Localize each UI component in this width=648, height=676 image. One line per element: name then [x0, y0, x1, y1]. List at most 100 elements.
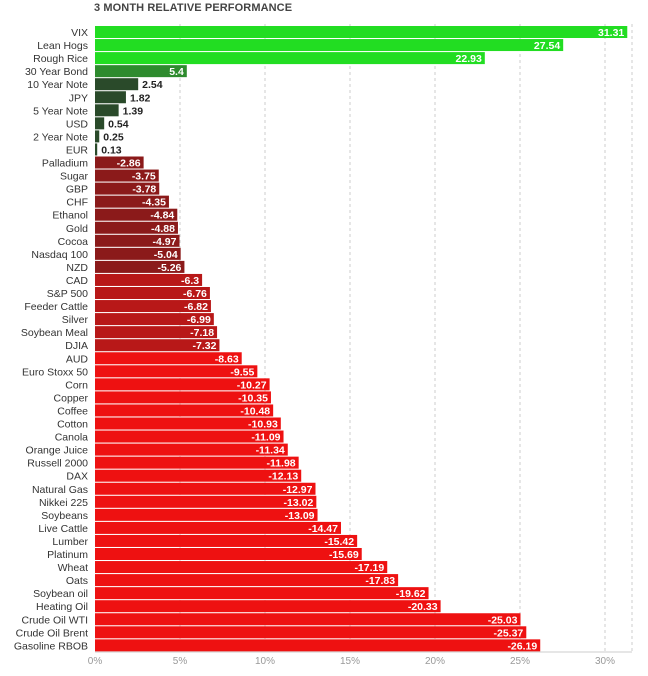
category-label: NZD: [66, 262, 88, 274]
category-label: 30 Year Bond: [25, 66, 88, 78]
bar: [95, 91, 126, 104]
category-label: Silver: [62, 314, 89, 326]
value-label: -6.82: [184, 301, 208, 313]
value-label: -25.37: [494, 627, 524, 639]
bar: [95, 287, 210, 299]
value-label: -7.32: [193, 340, 217, 352]
category-label: Soybean oil: [33, 588, 88, 600]
bar: [95, 404, 274, 417]
value-label: -4.35: [142, 197, 166, 209]
category-label: Oats: [66, 575, 88, 587]
category-label: Live Cattle: [38, 523, 88, 535]
bar: [95, 208, 178, 221]
value-label: -11.09: [251, 432, 280, 444]
category-label: Soybean Meal: [21, 327, 88, 339]
category-label: Copper: [54, 392, 89, 404]
value-label: 0.54: [108, 118, 129, 130]
bar: [95, 495, 317, 508]
category-label: Cotton: [57, 419, 88, 431]
category-label: EUR: [66, 144, 89, 156]
value-label: -14.47: [308, 523, 338, 535]
x-tick-label: 25%: [510, 656, 530, 667]
value-label: -15.42: [324, 536, 354, 548]
bar: [95, 482, 316, 495]
category-label: Euro Stoxx 50: [22, 366, 88, 378]
category-label: GBP: [66, 184, 88, 196]
category-label: Orange Juice: [26, 445, 89, 457]
bar: [95, 117, 105, 130]
value-label: -10.35: [238, 392, 268, 404]
category-label: Soybeans: [41, 510, 88, 522]
bar: [95, 417, 281, 430]
category-label: VIX: [71, 27, 88, 39]
value-label: -10.27: [237, 379, 267, 391]
bar: [95, 456, 299, 469]
category-label: Nasdaq 100: [31, 249, 88, 261]
value-label: -26.19: [507, 640, 537, 652]
value-label: -2.86: [117, 158, 141, 170]
value-label: 0.25: [103, 131, 124, 143]
category-label: Rough Rice: [33, 53, 88, 65]
bar: [95, 234, 180, 247]
bar: [95, 534, 358, 547]
value-label: 31.31: [598, 27, 624, 39]
category-label: Ethanol: [52, 210, 88, 222]
category-label: CHF: [66, 197, 88, 209]
category-label: Sugar: [60, 171, 89, 183]
x-tick-label: 30%: [595, 656, 615, 667]
value-label: -8.63: [215, 353, 239, 365]
value-label: -6.3: [181, 275, 199, 287]
category-label: Platinum: [47, 549, 88, 561]
bar: [95, 574, 399, 587]
category-label: Cocoa: [58, 236, 89, 248]
value-label: -4.88: [151, 223, 175, 235]
bar: [95, 130, 100, 143]
category-label: Palladium: [42, 158, 88, 170]
category-label: Crude Oil WTI: [21, 614, 88, 626]
category-label: Lumber: [52, 536, 88, 548]
bar: [95, 613, 521, 626]
bar: [95, 561, 388, 574]
bar: [95, 221, 178, 234]
value-label: -6.99: [187, 314, 211, 326]
value-label: 2.54: [142, 79, 163, 91]
category-label: JPY: [69, 92, 88, 104]
value-label: -10.48: [240, 405, 270, 417]
category-label: 5 Year Note: [33, 105, 88, 117]
value-label: 27.54: [534, 40, 560, 52]
category-label: Wheat: [58, 562, 88, 574]
category-label: Gasoline RBOB: [14, 640, 88, 652]
bar: [95, 143, 98, 156]
bar: [95, 639, 541, 652]
bar: [95, 443, 288, 456]
bar: [95, 508, 318, 521]
category-label: 2 Year Note: [33, 131, 88, 143]
value-label: -5.26: [157, 262, 181, 274]
value-label: 1.82: [130, 92, 151, 104]
value-label: -4.84: [150, 210, 174, 222]
value-label: -12.97: [283, 484, 313, 496]
value-label: -6.76: [183, 288, 207, 300]
value-label: -17.19: [354, 562, 384, 574]
bar: [95, 365, 258, 378]
value-label: -19.62: [396, 588, 426, 600]
value-label: -5.04: [154, 249, 178, 261]
value-label: -20.33: [408, 601, 438, 613]
category-label: Natural Gas: [32, 484, 88, 496]
category-label: DJIA: [65, 340, 88, 352]
category-label: Canola: [55, 432, 88, 444]
bar: [95, 273, 203, 286]
bar: [95, 39, 564, 52]
category-label: Heating Oil: [36, 601, 88, 613]
value-label: -11.34: [256, 445, 285, 457]
bar: [95, 260, 185, 273]
category-label: S&P 500: [47, 288, 88, 300]
bar: [95, 247, 181, 260]
value-label: -17.83: [365, 575, 395, 587]
value-label: -13.02: [284, 497, 314, 509]
bar: [95, 521, 341, 534]
bar: [95, 52, 485, 65]
value-label: -25.03: [488, 614, 518, 626]
bar: [95, 26, 628, 38]
bar: [95, 391, 271, 404]
